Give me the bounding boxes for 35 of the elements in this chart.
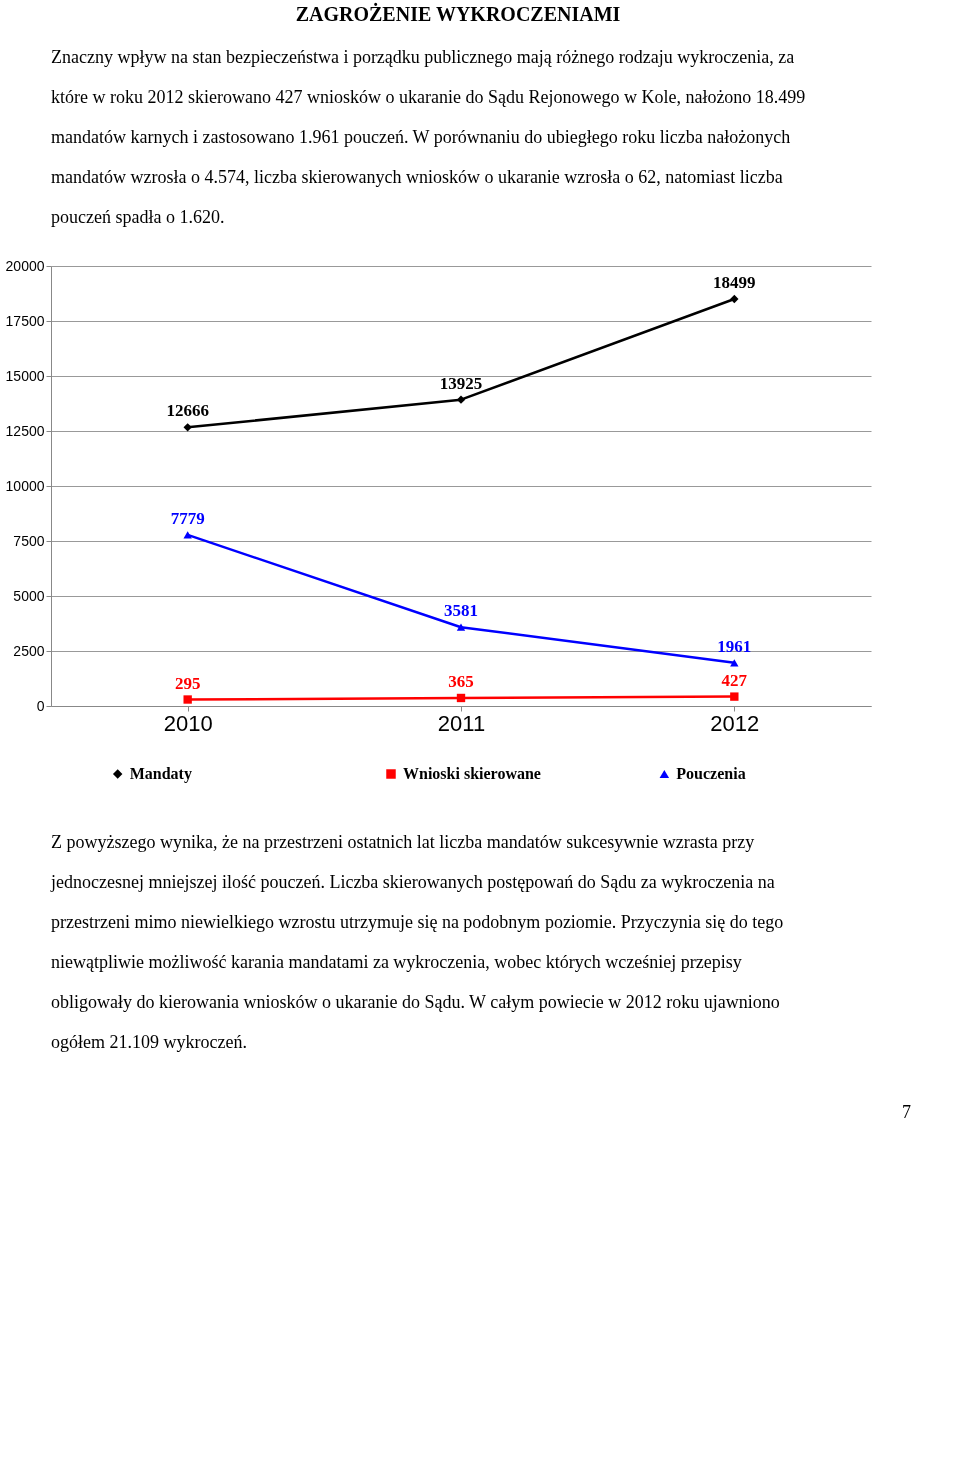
point (730, 692, 739, 701)
data-label: 3581 (444, 601, 478, 621)
point (456, 693, 466, 703)
data-label: 13925 (439, 373, 483, 393)
point (456, 623, 466, 631)
y-tick-label: 2500 (13, 642, 45, 659)
y-tick-label: 12500 (5, 422, 45, 439)
data-label: 427 (721, 670, 748, 690)
y-tick-label: 7500 (13, 532, 45, 549)
chart-title: ZAGROŻENIE WYKROCZENIAMI (295, 2, 621, 25)
legend-label: Pouczenia (676, 765, 746, 782)
y-tick-label: 0 (36, 697, 45, 714)
data-label: 7779 (170, 508, 205, 528)
legend-label: Wnioski skierowane (403, 765, 541, 782)
data-label: 12666 (166, 401, 209, 421)
point (456, 395, 466, 404)
y-tick-label: 5000 (13, 587, 45, 604)
y-tick-label: 20000 (5, 257, 45, 274)
x-tick-label: 2010 (163, 710, 213, 736)
data-label: 365 (448, 671, 474, 691)
point (183, 695, 192, 704)
x-tick-label: 2012 (710, 710, 760, 736)
data-label: 295 (174, 673, 201, 693)
chart-subtitle: Znaczny wpływ na stan bezpieczeństwa i porządku publicznego mają różnego rodzaju wykroczenia, za które w roku 2012 skierowano 427 wniosków o ukaranie do Sądu Rejonowego w Kole, nałożono 18.499 mandatów karnych i zastosowano 1.961 pouczeń. W porównaniu do ubiegłego roku liczba nałożonych mandatów wzrosła o 4.574, liczba skierowanych wniosków o ukaranie wzrosła o 62, natomiast liczba pouczeń spadła o 1.620. (51, 47, 806, 227)
y-tick-label: 15000 (5, 367, 45, 384)
point (183, 423, 192, 432)
legend-label: Mandaty (129, 765, 192, 783)
text: 7 (902, 1102, 911, 1122)
x-tick-label: 2011 (437, 710, 486, 736)
data-label: 18499 (713, 273, 756, 293)
text: Z powyższego wynika, że na przestrzeni ostatnich lat liczba mandatów sukcesywnie wzrasta przy jednoczesnej mniejszej ilość pouczeń. Liczba skierowanych postępowań do Sądu za wykroczenia na przestrzeni mimo niewielkiego wzrostu utrzymuje się na podobnym poziomie. Przyczynia się do tego niewątpliwie możliwość karania mandatami za wykroczenia, wobec których wcześniej przepisy obligowały do kierowania wniosków o ukaranie do Sądu. W całym powiecie w 2012 roku ujawniono ogółem 21.109 wykroczeń. (50, 832, 784, 1052)
y-tick-label: 10000 (5, 477, 45, 494)
y-tick-label: 17500 (5, 312, 45, 329)
point (730, 294, 739, 304)
data-label: 1961 (717, 636, 752, 656)
